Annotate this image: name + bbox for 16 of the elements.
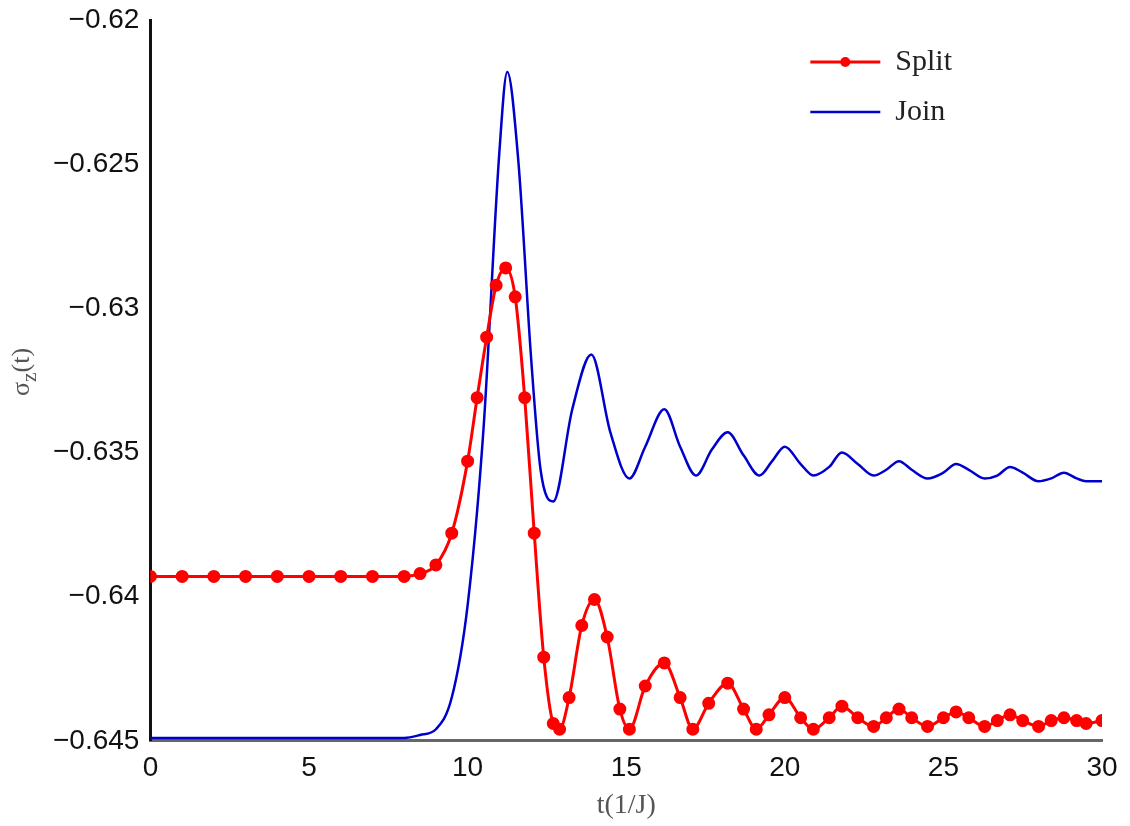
y-tick-label: −0.64 [68, 579, 140, 611]
x-tick-label: 5 [301, 751, 317, 783]
x-tick-label: 0 [142, 751, 159, 783]
y-tick-label: −0.63 [68, 291, 140, 323]
x-tick-label: 30 [1086, 751, 1118, 783]
y-tick-label: −0.635 [53, 435, 140, 467]
x-tick-label: 20 [769, 751, 801, 783]
legend-label: Split [895, 42, 953, 76]
y-tick-label: −0.62 [68, 2, 140, 34]
x-axis-title: t(1/J) [596, 787, 656, 819]
x-tick-label: 25 [927, 751, 959, 783]
y-tick-label: −0.645 [53, 723, 140, 755]
x-tick-label: 15 [610, 751, 642, 783]
y-tick-label: −0.625 [53, 146, 140, 178]
x-tick-label: 10 [452, 751, 484, 783]
legend-label: Join [895, 92, 946, 126]
